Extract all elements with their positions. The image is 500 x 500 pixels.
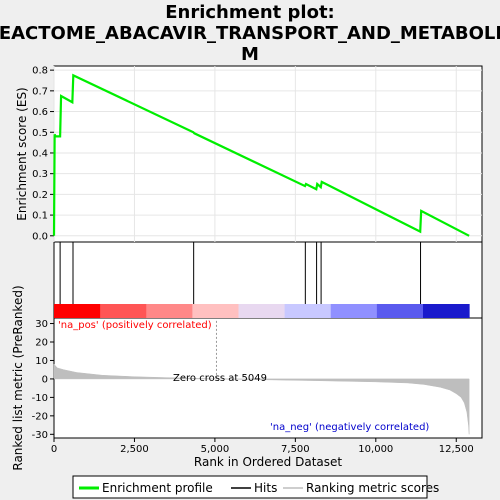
metric-y-axis-label: Ranked list metric (PreRanked) xyxy=(11,285,25,470)
hit-lines xyxy=(59,242,422,304)
es-tick-label: 0.7 xyxy=(32,86,48,97)
es-tick-label: 0.1 xyxy=(32,211,48,222)
metric-tick-label: 30 xyxy=(35,319,48,330)
es-panel xyxy=(53,65,483,243)
x-axis-label: Rank in Ordered Dataset xyxy=(194,455,342,469)
es-tick-label: 0.5 xyxy=(32,128,48,139)
gradient-segment xyxy=(100,304,147,318)
ranking-metric-fill xyxy=(53,363,470,435)
legend-label-enrichment-profile: Enrichment profile xyxy=(102,481,213,495)
metric-tick-label: -20 xyxy=(32,411,48,422)
pos-correlated-label: 'na_pos' (positively correlated) xyxy=(58,320,212,331)
gradient-segment xyxy=(423,304,470,318)
gradient-segment xyxy=(54,304,101,318)
x-tick-label: 0 xyxy=(51,444,57,455)
metric-area xyxy=(53,320,470,435)
gradient-segment xyxy=(330,304,378,318)
legend: Enrichment profile Hits Ranking metric s… xyxy=(72,475,439,499)
es-tick-label: 0.2 xyxy=(32,190,48,201)
gradient-segment xyxy=(238,304,286,318)
es-tick-label: 0.6 xyxy=(32,107,48,118)
neg-correlated-label: 'na_neg' (negatively correlated) xyxy=(270,422,429,433)
gradient-segment xyxy=(376,304,424,318)
x-tick-label: 2,500 xyxy=(120,444,149,455)
metric-tick-label: 10 xyxy=(35,356,48,367)
metric-tick-label: 0 xyxy=(42,374,48,385)
es-y-ticks: 0.0 0.1 0.2 0.3 0.4 0.5 0.6 0.7 0.8 xyxy=(32,66,54,242)
legend-label-ranking-metric: Ranking metric scores xyxy=(306,481,439,495)
chart-title-line-3: M xyxy=(241,44,259,65)
enrichment-profile-line xyxy=(52,73,470,237)
x-tick-label: 7,500 xyxy=(281,444,310,455)
metric-tick-label: 20 xyxy=(35,338,48,349)
x-tick-label: 10,000 xyxy=(358,444,393,455)
x-tick-label: 12,500 xyxy=(439,444,474,455)
enrichment-profile-path xyxy=(52,73,470,237)
legend-label-hits: Hits xyxy=(254,481,277,495)
es-y-axis-label: Enrichment score (ES) xyxy=(15,87,29,220)
metric-tick-label: -30 xyxy=(32,430,48,441)
gradient-segment xyxy=(284,304,332,318)
gradient-segment xyxy=(146,304,193,318)
es-tick-label: 0.3 xyxy=(32,169,48,180)
x-tick-label: 5,000 xyxy=(201,444,230,455)
es-tick-label: 0.4 xyxy=(32,148,48,159)
es-tick-label: 0.0 xyxy=(32,231,48,242)
zero-cross-label: Zero cross at 5049 xyxy=(173,373,267,384)
chart-title-line-2: REACTOME_ABACAVIR_TRANSPORT_AND_METABOLI… xyxy=(0,23,500,44)
metric-y-ticks: 30 20 10 0 -10 -20 -30 xyxy=(32,319,54,441)
es-grid xyxy=(53,66,482,242)
x-ticks: 0 2,500 5,000 7,500 10,000 12,500 xyxy=(51,438,474,455)
gradient-segment xyxy=(192,304,240,318)
chart-title-line-1: Enrichment plot: xyxy=(165,2,335,23)
metric-tick-label: -10 xyxy=(32,393,48,404)
ranking-gradient-bar xyxy=(54,304,470,318)
es-tick-label: 0.8 xyxy=(32,66,48,77)
